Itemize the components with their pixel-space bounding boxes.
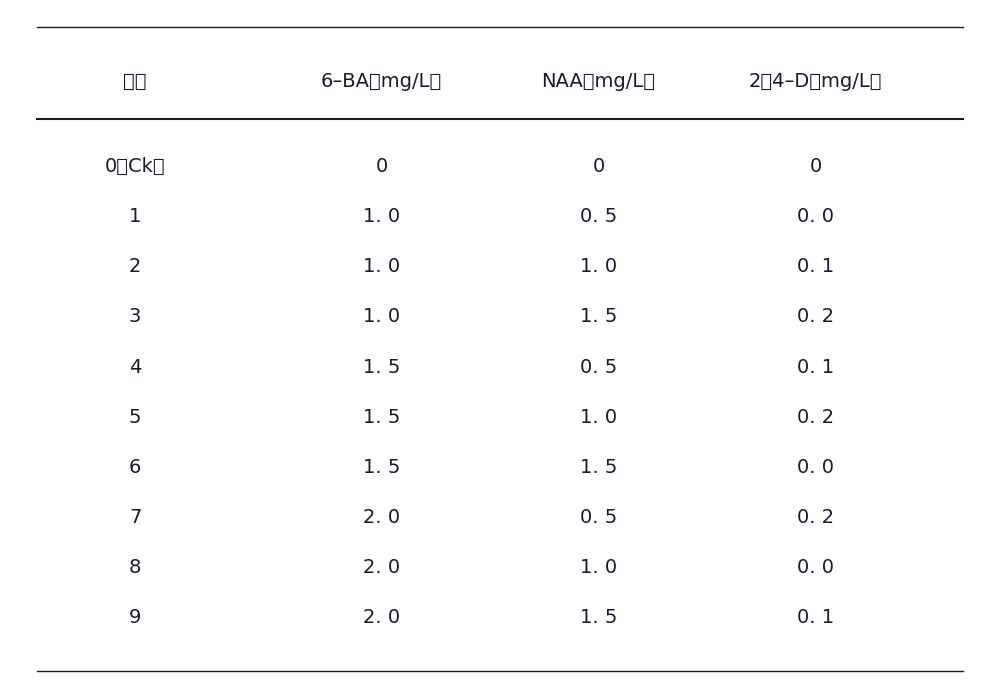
Text: 0. 2: 0. 2: [797, 508, 834, 527]
Text: 0: 0: [592, 157, 605, 176]
Text: 2，4–D（mg/L）: 2，4–D（mg/L）: [749, 72, 882, 91]
Text: 2. 0: 2. 0: [363, 558, 400, 577]
Text: 0. 0: 0. 0: [797, 207, 834, 226]
Text: 1. 0: 1. 0: [363, 207, 400, 226]
Text: 3: 3: [129, 307, 141, 327]
Text: 0. 2: 0. 2: [797, 307, 834, 327]
Text: 0. 1: 0. 1: [797, 608, 834, 628]
Text: 0. 2: 0. 2: [797, 408, 834, 427]
Text: 5: 5: [129, 408, 141, 427]
Text: 0. 0: 0. 0: [797, 558, 834, 577]
Text: 0（Ck）: 0（Ck）: [105, 157, 165, 176]
Text: 8: 8: [129, 558, 141, 577]
Text: 2. 0: 2. 0: [363, 508, 400, 527]
Text: 1. 0: 1. 0: [580, 408, 617, 427]
Text: 1. 0: 1. 0: [363, 257, 400, 276]
Text: 0. 5: 0. 5: [580, 358, 617, 376]
Text: 9: 9: [129, 608, 141, 628]
Text: 0. 5: 0. 5: [580, 508, 617, 527]
Text: 1. 5: 1. 5: [580, 307, 617, 327]
Text: 1. 5: 1. 5: [580, 458, 617, 477]
Text: NAA（mg/L）: NAA（mg/L）: [542, 72, 656, 91]
Text: 0: 0: [809, 157, 822, 176]
Text: 1. 5: 1. 5: [363, 358, 400, 376]
Text: 2: 2: [129, 257, 141, 276]
Text: 1. 5: 1. 5: [363, 408, 400, 427]
Text: 0. 1: 0. 1: [797, 358, 834, 376]
Text: 6–BA（mg/L）: 6–BA（mg/L）: [321, 72, 442, 91]
Text: 4: 4: [129, 358, 141, 376]
Text: 1: 1: [129, 207, 141, 226]
Text: 0. 5: 0. 5: [580, 207, 617, 226]
Text: 1. 5: 1. 5: [363, 458, 400, 477]
Text: 1. 5: 1. 5: [580, 608, 617, 628]
Text: 组号: 组号: [123, 72, 147, 91]
Text: 7: 7: [129, 508, 141, 527]
Text: 1. 0: 1. 0: [363, 307, 400, 327]
Text: 6: 6: [129, 458, 141, 477]
Text: 0. 0: 0. 0: [797, 458, 834, 477]
Text: 2. 0: 2. 0: [363, 608, 400, 628]
Text: 0. 1: 0. 1: [797, 257, 834, 276]
Text: 1. 0: 1. 0: [580, 257, 617, 276]
Text: 1. 0: 1. 0: [580, 558, 617, 577]
Text: 0: 0: [376, 157, 388, 176]
